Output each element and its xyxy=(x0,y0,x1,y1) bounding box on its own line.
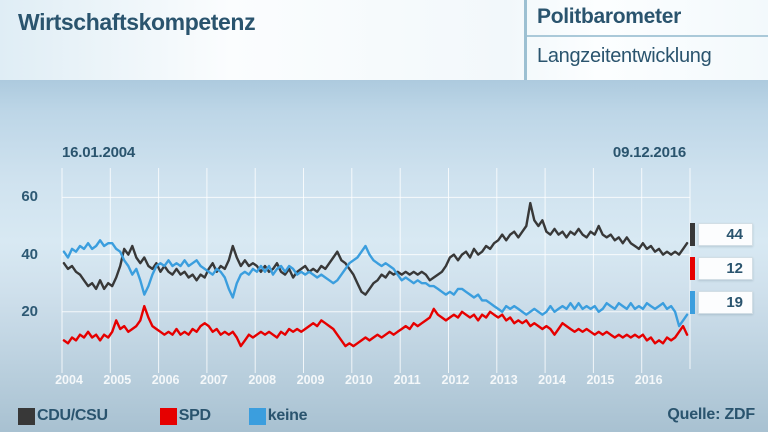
x-tick-label: 2009 xyxy=(296,373,325,387)
x-tick-label: 2014 xyxy=(538,373,566,387)
cdu-legend-label: CDU/CSU xyxy=(37,407,108,424)
y-tick-label: 60 xyxy=(21,188,38,206)
brand-divider xyxy=(527,35,768,37)
page-title: Wirtschaftskompetenz xyxy=(18,9,256,35)
x-tick-label: 2008 xyxy=(248,373,277,387)
x-tick-label: 2011 xyxy=(393,373,421,387)
x-tick-label: 2005 xyxy=(103,373,132,387)
chart-background xyxy=(0,80,768,432)
cdu-value-box: 44 xyxy=(698,223,753,246)
legend-item-cdu: CDU/CSU xyxy=(18,407,110,425)
x-tick-label: 2006 xyxy=(151,373,180,387)
chart-start-date: 16.01.2004 xyxy=(62,144,136,161)
header: Wirtschaftskompetenz Politbarometer Lang… xyxy=(0,0,768,80)
x-tick-label: 2015 xyxy=(586,373,615,387)
y-tick-label: 40 xyxy=(21,245,38,263)
header-right: Politbarometer Langzeitentwicklung xyxy=(524,0,768,80)
legend: CDU/CSU SPD keine xyxy=(18,407,309,425)
legend-item-spd: SPD xyxy=(159,407,213,425)
spd-color-bar xyxy=(690,257,695,280)
keine-value-box: 19 xyxy=(698,291,753,314)
source-label: Quelle: ZDF xyxy=(667,406,755,423)
x-tick-label: 2016 xyxy=(634,373,663,387)
x-tick-label: 2012 xyxy=(441,373,470,387)
keine-legend-label: keine xyxy=(267,407,308,424)
value-tag-cdu: 44 xyxy=(690,223,753,246)
header-left: Wirtschaftskompetenz xyxy=(0,0,524,80)
spd-value-box: 12 xyxy=(698,257,753,280)
y-tick-label: 20 xyxy=(21,302,38,320)
cdu-legend-swatch xyxy=(18,407,35,425)
keine-current-value: 19 xyxy=(726,294,743,311)
spd-current-value: 12 xyxy=(726,260,743,277)
cdu-current-value: 44 xyxy=(726,226,743,243)
x-tick-label: 2004 xyxy=(55,373,83,387)
brand-title: Politbarometer xyxy=(537,5,681,28)
chart-end-date: 09.12.2016 xyxy=(612,144,686,161)
current-value-tags: 44 12 19 xyxy=(690,223,753,325)
cdu-color-bar xyxy=(690,223,695,246)
spd-legend-label: SPD xyxy=(178,407,211,424)
value-tag-spd: 12 xyxy=(690,257,753,280)
x-tick-label: 2010 xyxy=(344,373,373,387)
spd-legend-swatch xyxy=(159,407,177,425)
keine-color-bar xyxy=(690,291,695,314)
legend-item-keine: keine xyxy=(248,407,309,425)
keine-legend-swatch xyxy=(248,407,266,425)
x-tick-label: 2007 xyxy=(200,373,228,387)
value-tag-keine: 19 xyxy=(690,291,753,314)
x-tick-label: 2013 xyxy=(489,373,518,387)
brand-subtitle: Langzeitentwicklung xyxy=(537,45,712,67)
